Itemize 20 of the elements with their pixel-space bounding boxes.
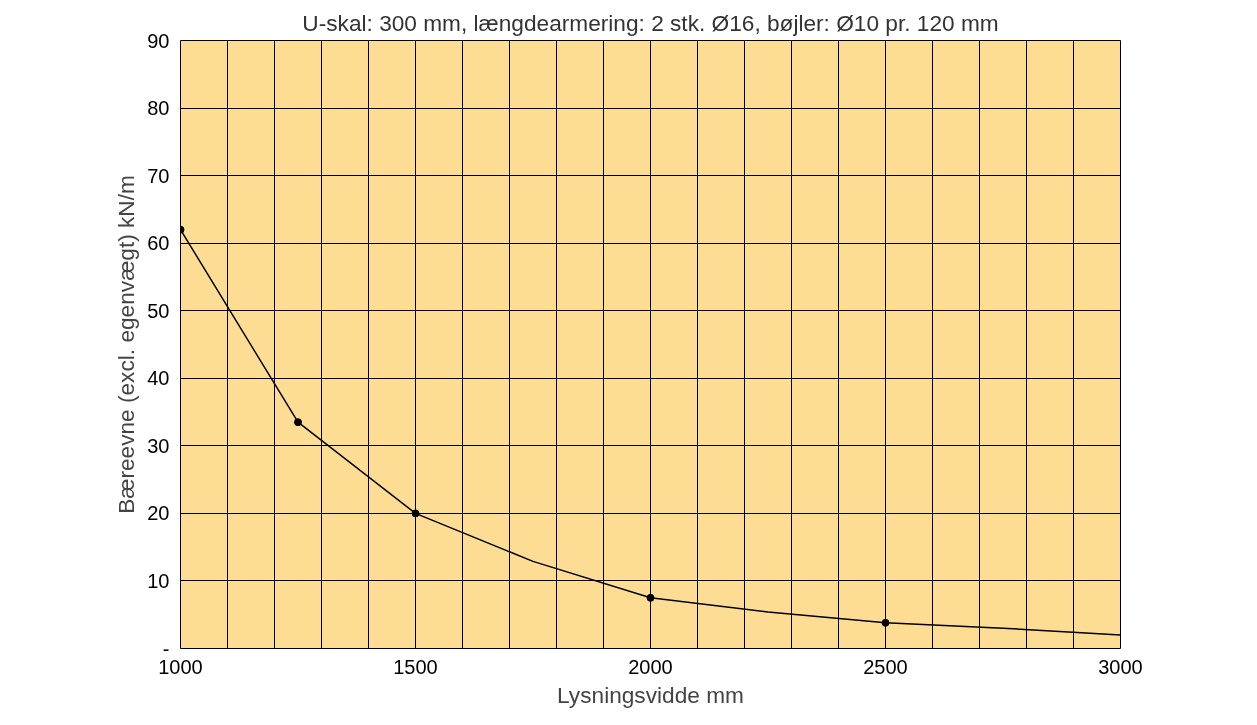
point	[294, 418, 302, 427]
y-tick-label: 80	[147, 97, 170, 120]
x-tick-label: 3000	[1098, 655, 1143, 678]
x-tick-label: 2500	[863, 655, 908, 678]
y-tick-label: 70	[147, 164, 170, 187]
y-axis-title: Bæreevne (excl. egenvægt) kN/m	[113, 175, 140, 514]
point	[881, 618, 890, 627]
x-axis-title: Lysningsvidde mm	[557, 681, 744, 708]
y-tick-label: 40	[147, 367, 170, 390]
y-tick-label: 60	[147, 232, 170, 255]
point	[646, 593, 655, 602]
chart-title: U-skal: 300 mm, længdearmering: 2 stk. Ø16, bøjler: Ø10 pr. 120 mm	[302, 9, 999, 36]
point	[411, 509, 420, 518]
y-tick-label: 90	[147, 29, 170, 52]
y-tick-label: 10	[147, 569, 170, 592]
x-tick-label: 2000	[628, 655, 673, 678]
y-tick-label: 50	[147, 299, 170, 322]
y-tick-label: 30	[147, 434, 170, 457]
y-tick-label: 20	[147, 502, 170, 525]
x-tick-label: 1500	[393, 655, 438, 678]
